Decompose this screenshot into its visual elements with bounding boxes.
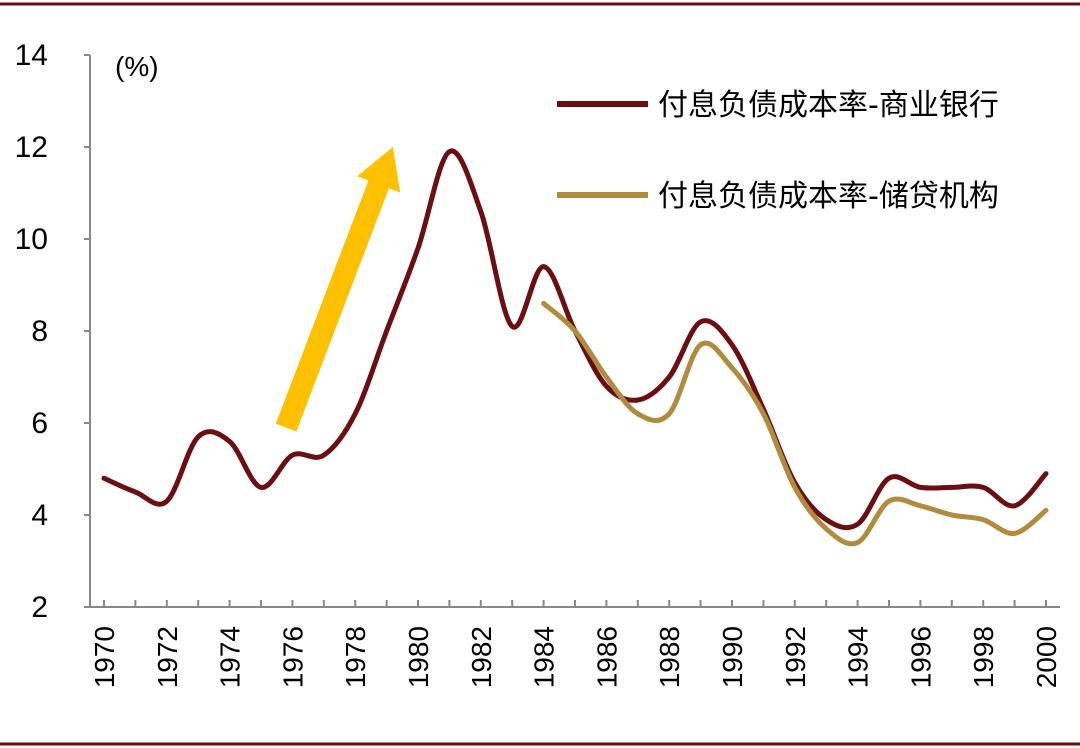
series-lines xyxy=(101,148,1049,547)
y-tick-label: 6 xyxy=(31,407,48,440)
x-tick-label: 1980 xyxy=(403,626,434,688)
x-ticks: 1970 1972 1974 1976 1978 1980 1982 1984 1986 1988… xyxy=(89,600,1062,688)
x-tick-label: 1970 xyxy=(89,626,120,688)
x-tick-label: 1996 xyxy=(905,626,936,688)
x-tick-label: 1978 xyxy=(340,626,371,688)
y-tick-label: 14 xyxy=(15,39,48,72)
series-line-commercial-banks xyxy=(101,148,1049,531)
legend: 付息负债成本率-商业银行 付息负债成本率-储贷机构 xyxy=(557,88,999,214)
y-tick-label: 12 xyxy=(15,131,48,164)
x-tick-label: 1994 xyxy=(843,626,874,688)
y-tick-label: 8 xyxy=(31,315,48,348)
x-tick-label: 1982 xyxy=(466,626,497,688)
unit-label: (%) xyxy=(115,51,159,82)
y-tick-label: 2 xyxy=(31,591,48,624)
x-tick-label: 1974 xyxy=(215,626,246,688)
trend-arrow xyxy=(275,147,401,432)
x-tick-label: 1990 xyxy=(717,626,748,688)
legend-item-commercial-banks: 付息负债成本率-商业银行 xyxy=(557,88,999,123)
x-tick-label: 1972 xyxy=(152,626,183,688)
legend-label: 付息负债成本率-商业银行 xyxy=(658,88,999,123)
legend-item-savings-institutions: 付息负债成本率-储贷机构 xyxy=(557,179,999,214)
y-tick-label: 4 xyxy=(31,499,48,532)
x-tick-label: 1998 xyxy=(968,626,999,688)
x-tick-label: 2000 xyxy=(1031,626,1062,688)
trend-arrow-shape xyxy=(275,147,401,432)
x-tick-label: 1984 xyxy=(529,626,560,688)
y-tick-label: 10 xyxy=(15,223,48,256)
legend-label: 付息负债成本率-储贷机构 xyxy=(658,179,999,214)
series-line-savings-institutions xyxy=(541,300,1049,547)
y-ticks: 2 4 6 8 10 12 14 xyxy=(15,39,90,624)
x-tick-label: 1992 xyxy=(780,626,811,688)
x-tick-label: 1976 xyxy=(277,626,308,688)
x-tick-label: 1986 xyxy=(591,626,622,688)
x-tick-label: 1988 xyxy=(654,626,685,688)
